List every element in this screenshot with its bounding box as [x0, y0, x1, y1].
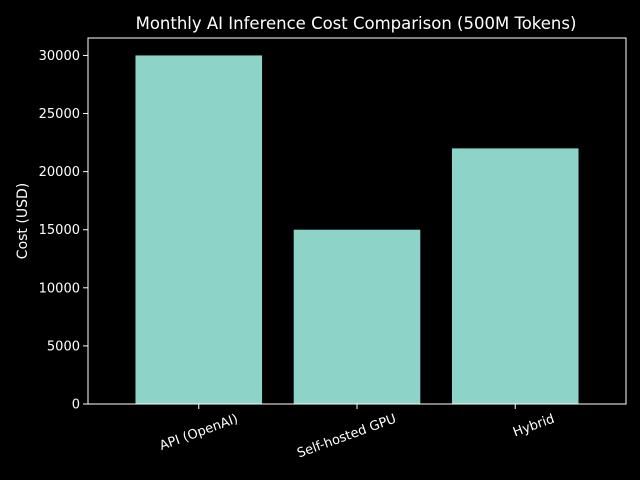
chart-title: Monthly AI Inference Cost Comparison (50… — [136, 14, 577, 33]
plot-frame — [87, 37, 627, 405]
y-tick-label-0: 0 — [72, 398, 80, 413]
y-ticks-group: 0 5000 10000 15000 20000 25000 30000 — [39, 49, 88, 413]
y-tick-label-2: 10000 — [39, 281, 80, 296]
bar-0 — [135, 55, 263, 405]
y-tick-label-5: 25000 — [39, 107, 80, 122]
y-tick-label-6: 30000 — [39, 49, 80, 64]
y-tick-label-1: 5000 — [47, 339, 80, 354]
bars-group — [135, 55, 579, 405]
y-tick-label-4: 20000 — [39, 165, 80, 180]
y-axis-label: Cost (USD) — [15, 183, 31, 259]
bar-2 — [451, 148, 579, 404]
bar-1 — [293, 229, 421, 404]
y-tick-label-3: 15000 — [39, 223, 80, 238]
